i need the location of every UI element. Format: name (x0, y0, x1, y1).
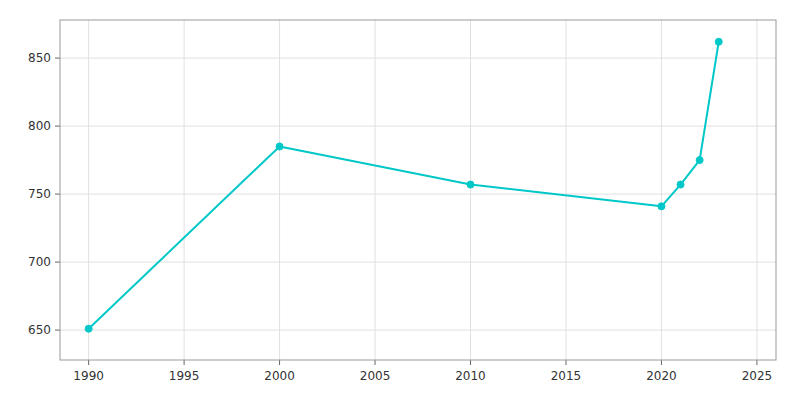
x-grid-line (470, 20, 471, 360)
x-tick (88, 360, 89, 365)
x-tick-label: 2025 (742, 369, 773, 383)
point (85, 325, 92, 332)
grid (60, 20, 776, 360)
axes: 1990 1995 2000 2005 2010 2015 2020 2025 650 700 75… (28, 20, 776, 383)
line (89, 42, 719, 329)
x-grid-line (279, 20, 280, 360)
x-grid-line (375, 20, 376, 360)
y-tick-label: 650 (28, 323, 51, 337)
x-tick-label: 2010 (455, 369, 486, 383)
point (696, 157, 703, 164)
x-tick-label: 2005 (360, 369, 391, 383)
data (85, 38, 722, 332)
y-tick-label: 850 (28, 51, 51, 65)
x-tick (470, 360, 471, 365)
x-grid-line (184, 20, 185, 360)
x-grid-line (565, 20, 566, 360)
y-tick-label: 700 (28, 255, 51, 269)
x-tick-label: 2015 (551, 369, 582, 383)
x-tick (184, 360, 185, 365)
point (715, 38, 722, 45)
y-tick-label: 800 (28, 119, 51, 133)
y-tick (55, 58, 60, 59)
y-tick (55, 194, 60, 195)
y-grid-line (60, 194, 776, 195)
y-grid-line (60, 262, 776, 263)
point (276, 143, 283, 150)
x-grid-line (88, 20, 89, 360)
x-tick (279, 360, 280, 365)
x-grid-line (756, 20, 757, 360)
y-tick (55, 262, 60, 263)
y-tick-label: 750 (28, 187, 51, 201)
x-tick (565, 360, 566, 365)
x-grid-line (661, 20, 662, 360)
y-grid-line (60, 126, 776, 127)
x-tick (661, 360, 662, 365)
y-grid-line (60, 330, 776, 331)
y-tick (55, 330, 60, 331)
x-tick-label: 1990 (73, 369, 104, 383)
x-tick-label: 2000 (264, 369, 295, 383)
x-tick (375, 360, 376, 365)
y-grid-line (60, 58, 776, 59)
y-tick (55, 126, 60, 127)
point (658, 203, 665, 210)
point (467, 181, 474, 188)
chart: 1990 1995 2000 2005 2010 2015 2020 2025 650 700 75… (0, 0, 800, 400)
x-tick (756, 360, 757, 365)
x-tick-label: 2020 (646, 369, 677, 383)
point (677, 181, 684, 188)
x-tick-label: 1995 (169, 369, 200, 383)
plot-frame (60, 20, 776, 360)
